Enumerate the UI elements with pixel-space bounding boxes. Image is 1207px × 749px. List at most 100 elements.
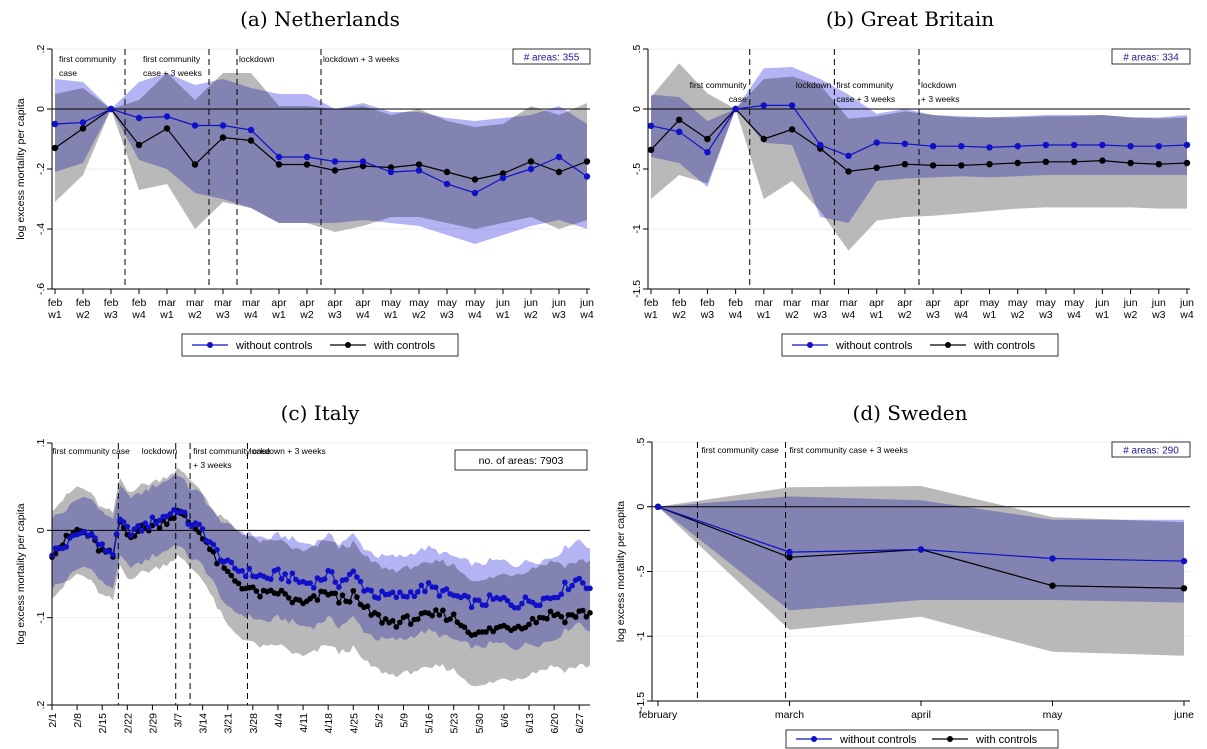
y-tick-label: -.5 bbox=[635, 565, 647, 577]
data-point bbox=[397, 589, 403, 596]
data-point bbox=[221, 565, 227, 571]
data-point bbox=[389, 617, 396, 624]
data-point bbox=[786, 554, 793, 561]
x-tick-label-week: w3 bbox=[1038, 309, 1053, 321]
x-tick-label-week: w2 bbox=[1123, 309, 1138, 321]
x-tick-label-month: feb bbox=[644, 297, 659, 309]
data-point bbox=[99, 541, 105, 547]
data-point bbox=[219, 122, 227, 129]
x-tick-label: 6/27 bbox=[574, 713, 586, 734]
series-line-with-controls bbox=[54, 108, 588, 181]
data-point bbox=[164, 521, 170, 528]
data-point bbox=[704, 135, 711, 143]
areas-box bbox=[1111, 441, 1191, 458]
data-point bbox=[138, 528, 145, 534]
data-point bbox=[131, 526, 138, 532]
data-point bbox=[429, 612, 436, 619]
y-tick-label: 0 bbox=[35, 527, 47, 533]
data-point bbox=[1071, 158, 1078, 165]
data-point bbox=[583, 158, 591, 165]
data-point bbox=[501, 594, 507, 601]
data-point bbox=[343, 576, 349, 583]
data-point bbox=[350, 568, 357, 574]
data-point bbox=[587, 610, 593, 616]
y-axis-label: log excess mortality per capita bbox=[615, 501, 627, 642]
data-point bbox=[247, 126, 255, 134]
data-point bbox=[554, 594, 561, 601]
x-tick-label-month: apr bbox=[926, 297, 942, 309]
data-point bbox=[562, 619, 568, 626]
data-point bbox=[499, 170, 507, 177]
data-point bbox=[382, 616, 389, 622]
x-tick-label-month: may bbox=[1064, 297, 1085, 309]
data-point bbox=[676, 128, 683, 135]
data-point bbox=[580, 607, 586, 614]
x-tick-label-week: w2 bbox=[784, 309, 799, 321]
data-point bbox=[278, 587, 285, 594]
x-tick-label-month: feb bbox=[104, 297, 119, 309]
x-tick-label: 3/28 bbox=[248, 713, 260, 734]
x-tick-label-month: may bbox=[465, 297, 486, 309]
data-point bbox=[443, 586, 450, 592]
data-point bbox=[196, 529, 202, 536]
data-point bbox=[124, 523, 131, 530]
data-point bbox=[471, 176, 479, 183]
areas-label: no. of areas: 7903 bbox=[479, 455, 564, 467]
data-point bbox=[106, 548, 113, 555]
data-point bbox=[153, 520, 159, 527]
data-point bbox=[490, 628, 497, 635]
x-tick-label: april bbox=[911, 709, 931, 721]
data-point bbox=[411, 593, 418, 600]
data-point bbox=[407, 589, 414, 595]
data-point bbox=[476, 597, 482, 604]
panel-title-great-britain: (b) Great Britain bbox=[826, 7, 994, 31]
panel-title-sweden: (d) Sweden bbox=[853, 401, 968, 425]
data-point bbox=[580, 580, 586, 586]
data-point bbox=[331, 167, 339, 174]
event-label: case bbox=[729, 94, 747, 104]
x-tick-label-week: w1 bbox=[1095, 309, 1110, 321]
data-point bbox=[321, 576, 328, 582]
data-point bbox=[569, 582, 575, 589]
data-point bbox=[120, 519, 127, 525]
data-point bbox=[415, 161, 423, 168]
x-tick-label-month: jun bbox=[495, 297, 510, 309]
data-point bbox=[228, 572, 235, 579]
x-tick-label-week: w1 bbox=[159, 309, 174, 321]
data-point bbox=[817, 141, 824, 149]
data-point bbox=[788, 102, 796, 109]
data-point bbox=[415, 616, 421, 622]
x-tick-label-month: mar bbox=[811, 297, 830, 309]
data-point bbox=[522, 594, 529, 600]
data-point bbox=[79, 125, 87, 132]
x-tick-label-month: may bbox=[381, 297, 402, 309]
data-point bbox=[1014, 159, 1021, 167]
areas-box bbox=[454, 449, 588, 471]
x-tick-label-week: w2 bbox=[411, 309, 426, 321]
data-point bbox=[786, 548, 793, 556]
x-tick-label-week: w4 bbox=[1179, 309, 1194, 321]
data-point bbox=[407, 621, 414, 627]
data-point bbox=[167, 511, 174, 517]
data-point bbox=[149, 514, 156, 521]
data-point bbox=[433, 607, 439, 613]
data-point bbox=[387, 168, 395, 176]
x-tick-label-week: w4 bbox=[355, 309, 370, 321]
event-label: first community bbox=[59, 54, 117, 64]
data-point bbox=[275, 153, 283, 161]
x-tick-label-week: w4 bbox=[954, 309, 969, 321]
data-point bbox=[224, 568, 231, 575]
x-tick-label-month: mar bbox=[839, 297, 858, 309]
event-label: first community case + 3 weeks bbox=[790, 445, 908, 455]
data-point bbox=[704, 149, 711, 156]
data-point bbox=[986, 144, 993, 151]
data-point bbox=[1183, 159, 1191, 167]
data-point bbox=[1042, 141, 1050, 149]
x-tick-label: 2/1 bbox=[47, 713, 59, 728]
y-tick-label: -1.5 bbox=[631, 280, 643, 298]
data-point bbox=[163, 113, 171, 120]
data-point bbox=[346, 599, 353, 605]
data-point bbox=[228, 559, 235, 566]
x-tick-label-week: w3 bbox=[813, 309, 828, 321]
data-point bbox=[958, 162, 965, 169]
